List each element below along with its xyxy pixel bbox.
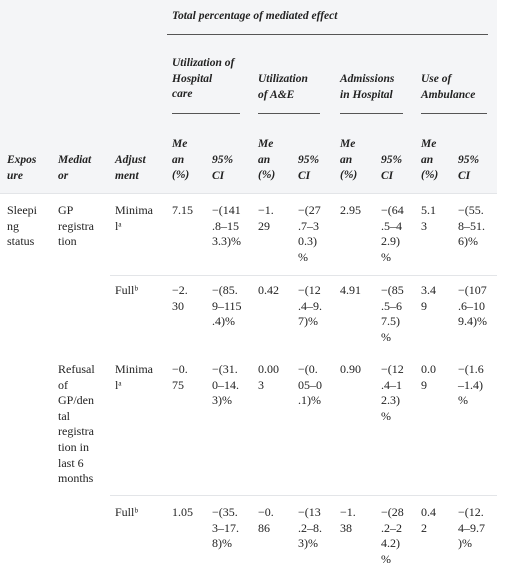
cell-value: 0.4 2 — [421, 505, 436, 535]
cell-value: −(12 .4–9. 7)% — [298, 283, 322, 329]
cell-value: −2. 30 — [172, 283, 188, 313]
cell-exposure: Sleepi ng status — [7, 203, 37, 249]
cell-mediator: Refusal of GP/den tal registra tion in l… — [58, 362, 95, 486]
column-adjustment: Adjust ment — [115, 154, 146, 182]
column-ci-4: 95% CI — [458, 154, 480, 182]
group-rule-admissions — [340, 113, 403, 114]
cell-value: −(55. 8–51. 6)% — [458, 203, 485, 249]
total-effect-heading: Total percentage of mediated effect — [172, 10, 338, 22]
cell-value: −0. 86 — [258, 505, 274, 535]
cell-mediator: GP registra tion — [58, 203, 94, 249]
cell-adjustment: Minima lᵃ — [115, 203, 153, 233]
cell-value: −(31. 0–14. 3)% — [212, 362, 239, 408]
cell-value: 3.4 9 — [421, 283, 436, 313]
cell-value: −0. 75 — [172, 362, 188, 392]
group-rule-ae — [258, 113, 320, 114]
cell-value: −(13 .2–8. 3)% — [298, 505, 322, 551]
column-ci-3: 95% CI — [381, 154, 403, 182]
group-ambulance: Use of Ambulance — [421, 73, 476, 101]
cell-value: −(27 .7–3 0.3) % — [298, 203, 321, 264]
cell-value: −(64 .5–4 2.9) % — [381, 203, 404, 264]
column-mean-4: Me an (%) — [421, 138, 439, 182]
group-ae: Utilization of A&E — [258, 73, 308, 101]
total-effect-rule — [167, 34, 488, 35]
cell-value: −(12 .4–1 2.3) % — [381, 362, 404, 423]
cell-value: 0.00 3 — [258, 362, 279, 392]
cell-value: −(107 .6–10 9.4)% — [458, 283, 487, 329]
table-header-background — [0, 0, 497, 193]
column-mean-2: Me an (%) — [258, 138, 276, 182]
cell-value: 1.05 — [172, 505, 193, 519]
cell-value: 0.42 — [258, 283, 279, 297]
group-rule-ambulance — [421, 113, 487, 114]
cell-value: 0.0 9 — [421, 362, 436, 392]
cell-value: −1. 29 — [258, 203, 274, 233]
row-separator — [110, 275, 497, 276]
cell-value: −(85 .5–6 7.5) % — [381, 283, 404, 344]
cell-value: −(85. 9–115 .4)% — [212, 283, 242, 329]
cell-adjustment: Minima lᵃ — [115, 362, 153, 392]
cell-value: 5.1 3 — [421, 203, 436, 233]
cell-adjustment: Fullᵇ — [115, 283, 139, 297]
cell-value: 2.95 — [340, 203, 361, 217]
header-separator — [0, 193, 497, 194]
column-mean-3: Me an (%) — [340, 138, 358, 182]
cell-value: −1. 38 — [340, 505, 356, 535]
cell-value: −(28 .2–2 4.2) % — [381, 505, 404, 566]
cell-adjustment: Fullᵇ — [115, 505, 139, 519]
cell-value: −(35. 3–17. 8)% — [212, 505, 239, 551]
column-mediator: Mediat or — [58, 154, 92, 182]
group-rule-hospital-care — [172, 113, 240, 114]
cell-value: −(141 .8–15 3.3)% — [212, 203, 241, 249]
group-admissions: Admissions in Hospital — [340, 73, 395, 101]
cell-value: −(0. 05–0 .1)% — [298, 362, 322, 408]
cell-value: 4.91 — [340, 283, 361, 297]
cell-value: 0.90 — [340, 362, 361, 376]
group-hospital-care: Utilization of Hospital care — [172, 57, 235, 101]
column-exposure: Expos ure — [7, 154, 37, 182]
column-mean-1: Me an (%) — [172, 138, 190, 182]
column-ci-2: 95% CI — [298, 154, 320, 182]
cell-value: 7.15 — [172, 203, 193, 217]
cell-value: −(1.6 –1.4) % — [458, 362, 484, 408]
cell-value: −(12. 4–9.7 )% — [458, 505, 485, 551]
column-ci-1: 95% CI — [212, 154, 234, 182]
row-separator — [110, 495, 497, 496]
